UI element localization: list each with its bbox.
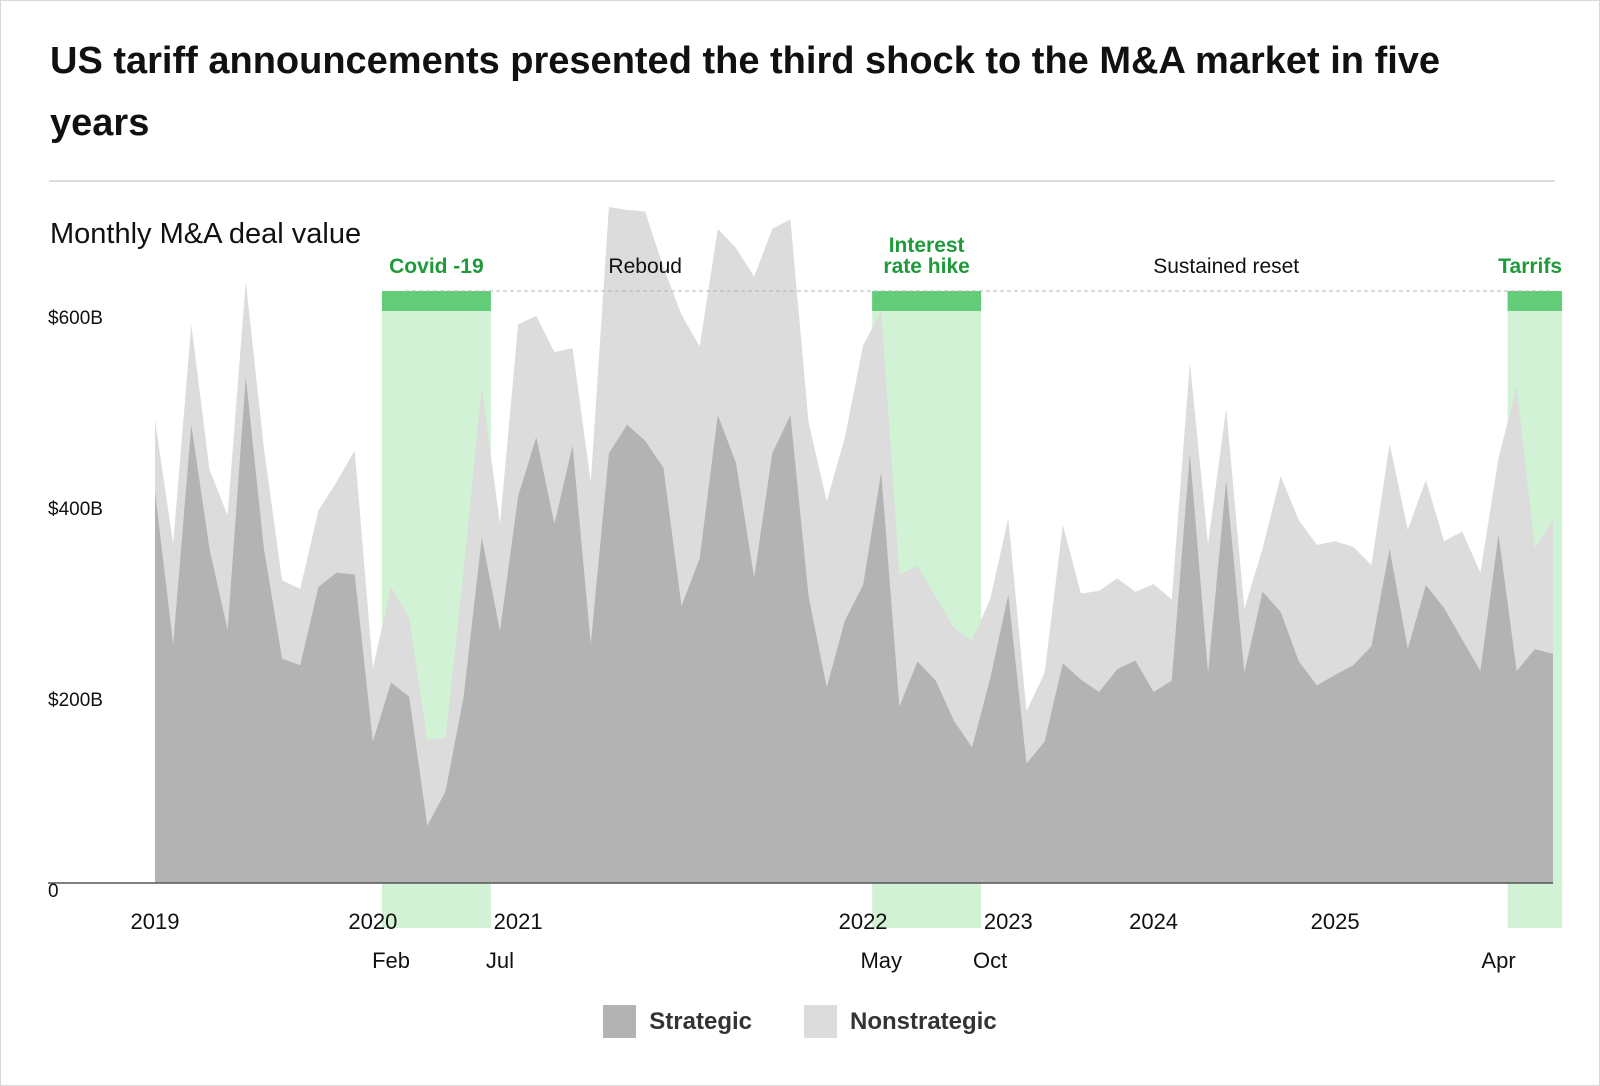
x-month-label: May xyxy=(860,948,902,973)
chart-title: US tariff announcements presented the th… xyxy=(50,40,1441,144)
x-year-label: 2025 xyxy=(1311,909,1360,934)
x-year-label: 2023 xyxy=(984,909,1033,934)
area-series xyxy=(155,206,1553,884)
event-cap-1 xyxy=(872,291,982,311)
y-tick-label: $400B xyxy=(48,499,103,520)
x-month-label: Feb xyxy=(372,948,410,973)
legend-swatch-strategic xyxy=(603,1005,637,1038)
legend-item-nonstrategic: Nonstrategic xyxy=(804,1005,997,1038)
x-month-label: Apr xyxy=(1481,948,1515,973)
area-strategic xyxy=(155,376,1553,883)
y-tick-label: $600B xyxy=(48,308,103,329)
event-label-0: Covid -19 xyxy=(389,255,484,278)
x-year-label: 2022 xyxy=(839,909,888,934)
x-year-label: 2021 xyxy=(494,909,543,934)
event-cap-0 xyxy=(381,291,491,311)
legend-label-nonstrategic: Nonstrategic xyxy=(850,1007,997,1035)
x-month-label: Jul xyxy=(486,948,514,973)
legend: Strategic Nonstrategic xyxy=(0,1005,1600,1038)
x-year-label: 2020 xyxy=(348,909,397,934)
legend-swatch-nonstrategic xyxy=(804,1005,837,1038)
axes: 0 $200B $400B $600B 2019 2020 2021 2022 2023 2024… xyxy=(48,290,1553,973)
x-year-label: 2024 xyxy=(1129,909,1178,934)
title-divider xyxy=(49,180,1555,182)
event-labels: Covid -19 Reboud Interest rate hike Sustaine… xyxy=(389,234,1562,278)
event-caps xyxy=(381,291,1563,311)
event-label-2: Interest rate hike xyxy=(883,234,969,278)
event-label-1: Reboud xyxy=(608,255,682,278)
chart-subtitle: Monthly M&A deal value xyxy=(50,218,361,250)
y-tick-label: 0 xyxy=(48,881,59,902)
event-cap-2 xyxy=(1507,291,1563,311)
event-label-4: Tarrifs xyxy=(1498,255,1562,278)
legend-item-strategic: Strategic xyxy=(603,1005,752,1038)
x-month-label: Oct xyxy=(973,948,1007,973)
y-tick-label: $200B xyxy=(48,690,103,711)
chart-canvas: Monthly M&A deal value 0 $200B $400B $600B 2… xyxy=(48,206,1563,973)
x-year-label: 2019 xyxy=(131,909,180,934)
legend-label-strategic: Strategic xyxy=(649,1007,752,1035)
event-label-3: Sustained reset xyxy=(1153,255,1299,278)
